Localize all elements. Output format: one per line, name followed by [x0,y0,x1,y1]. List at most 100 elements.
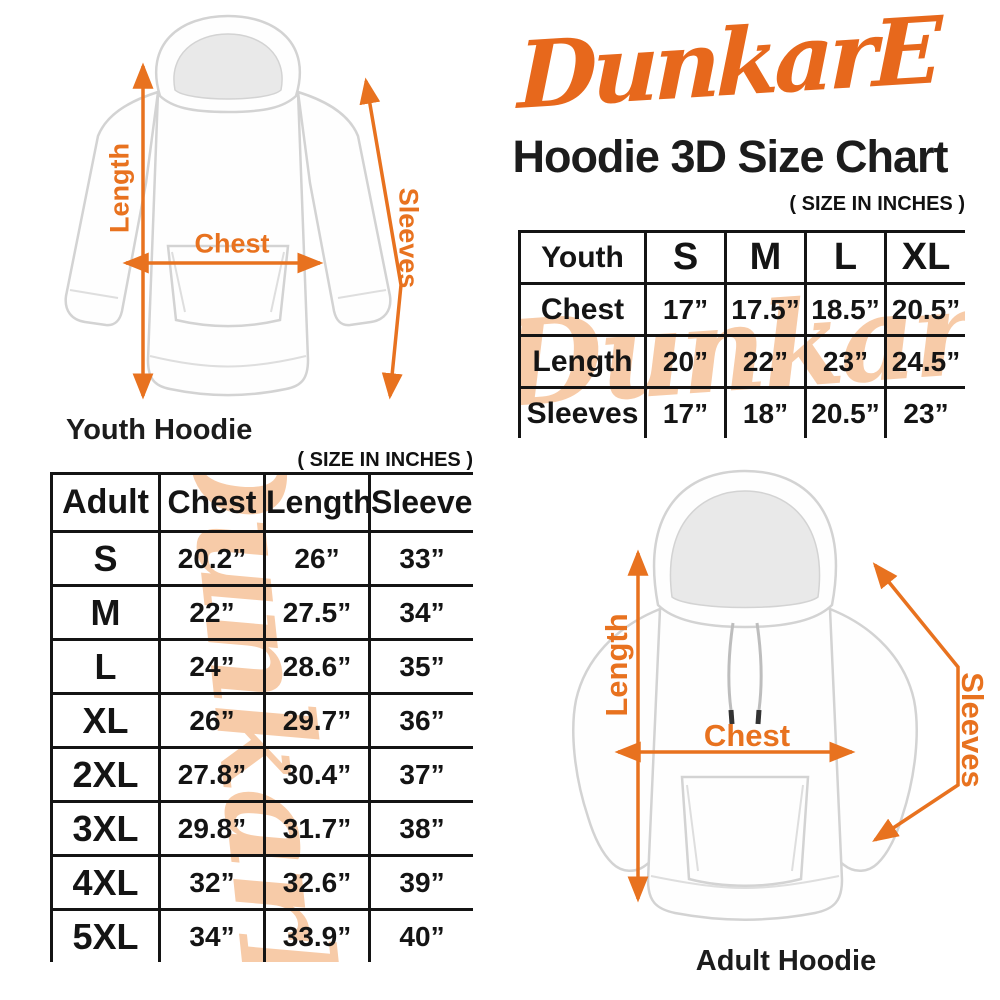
row-label: 4XL [50,854,161,911]
youth-length-label: Length [104,143,135,233]
table-cell: 20.5” [884,282,965,337]
table-cell: 20.5” [804,386,887,438]
adult-row-s: S 20.2” 26” 33” [50,530,473,587]
table-cell: 38” [368,800,473,857]
table-cell: 36” [368,692,473,749]
table-cell: 24.5” [884,334,965,389]
table-cell: 23” [884,386,965,438]
table-cell: 27.8” [158,746,266,803]
adult-drawstring-left [727,622,735,711]
youth-size-note: ( SIZE IN INCHES ) [789,193,965,215]
adult-col-chest: Chest [158,472,266,533]
youth-left-cuff-seam [69,289,119,299]
adult-hoodie-illustration [572,469,960,921]
table-cell: 32.6” [263,854,371,911]
adult-hem-seam [650,875,840,889]
table-cell: 35” [368,638,473,695]
row-label: Length [518,334,647,389]
table-cell: 26” [158,692,266,749]
adult-row-xl: XL 26” 29.7” 36” [50,692,473,749]
adult-size-note: ( SIZE IN INCHES ) [297,449,473,471]
youth-size-table: Youth S M L XL Chest 17” 17.5” 18.5” 20.… [518,230,965,438]
adult-drawstring-right [755,622,763,711]
page-title: Hoodie 3D Size Chart [512,131,948,182]
youth-length-row: Length 20” 22” 23” 24.5” [518,334,965,389]
adult-row-4xl: 4XL 32” 32.6” 39” [50,854,473,911]
row-label: XL [50,692,161,749]
adult-pocket-slit-right [791,784,804,872]
adult-hoodie-diagram: Length Chest Sleeves Adult Hoodie [490,455,1000,1000]
adult-col-length: Length [263,472,373,533]
brand-logo: DunkarE [517,0,938,130]
row-label: M [50,584,161,641]
youth-sleeves-row: Sleeves 17” 18” 20.5” 23” [518,386,965,438]
table-cell: 24” [158,638,266,695]
youth-right-sleeve [296,90,392,327]
table-cell: 30.4” [263,746,371,803]
adult-row-5xl: 5XL 34” 33.9” 40” [50,908,473,962]
adult-hood-opening [669,490,821,609]
adult-row-l: L 24” 28.6” 35” [50,638,473,695]
row-label: 2XL [50,746,161,803]
table-cell: 37” [368,746,473,803]
youth-size-col-xl: XL [884,230,965,285]
table-cell: 27.5” [263,584,371,641]
table-cell: 17” [644,386,727,438]
adult-table-header-row: Adult Chest Length Sleeves [50,472,473,533]
table-cell: 20.2” [158,530,266,587]
adult-hoodie-caption: Adult Hoodie [695,945,877,977]
table-cell: 34” [158,908,266,962]
youth-chest-label: Chest [194,228,270,259]
youth-size-col-l: L [804,230,887,285]
youth-hoodie-illustration [64,14,403,400]
table-cell: 33” [368,530,473,587]
table-cell: 22” [724,334,807,389]
youth-size-table-container: DunkarE Youth S M L XL Chest 17” 17.5” 1… [518,230,965,438]
adult-sleeves-label: Sleeves [955,672,990,788]
table-cell: 29.7” [263,692,371,749]
adult-aglet-left [728,709,735,725]
row-label: Chest [518,282,647,337]
table-cell: 18” [724,386,807,438]
adult-pocket [680,775,810,887]
adult-row-3xl: 3XL 29.8” 31.7” 38” [50,800,473,857]
adult-col-sleeves: Sleeves [368,472,473,533]
youth-hoodie-caption: Youth Hoodie [66,414,253,446]
youth-hood-opening [173,33,283,100]
youth-hoodie-diagram: Length Chest Sleeves Youth Hoodie [8,8,453,458]
row-label: 5XL [50,908,161,962]
adult-chest-label: Chest [703,718,791,753]
adult-size-table-container: DunkarE Adult Chest Length Sleeves S 20.… [50,472,473,962]
adult-aglet-right [755,709,762,725]
adult-size-table: Adult Chest Length Sleeves S 20.2” 26” 3… [50,472,473,962]
youth-hem-seam [149,355,307,368]
youth-sleeves-label: Sleeves [393,187,424,289]
table-cell: 28.6” [263,638,371,695]
table-cell: 26” [263,530,371,587]
adult-row-m: M 22” 27.5” 34” [50,584,473,641]
row-label: 3XL [50,800,161,857]
table-cell: 32” [158,854,266,911]
table-cell: 22” [158,584,266,641]
adult-pocket-slit-left [686,784,699,872]
table-cell: 18.5” [804,282,887,337]
table-cell: 29.8” [158,800,266,857]
table-cell: 20” [644,334,727,389]
table-cell: 23” [804,334,887,389]
adult-table-corner-cell: Adult [50,472,161,533]
row-label: Sleeves [518,386,647,438]
table-cell: 40” [368,908,473,962]
adult-length-label: Length [599,613,634,717]
row-label: S [50,530,161,587]
table-cell: 33.9” [263,908,371,962]
youth-chest-row: Chest 17” 17.5” 18.5” 20.5” [518,282,965,337]
adult-row-2xl: 2XL 27.8” 30.4” 37” [50,746,473,803]
youth-size-col-m: M [724,230,807,285]
row-label: L [50,638,161,695]
youth-table-header-row: Youth S M L XL [518,230,965,285]
youth-table-corner-cell: Youth [518,230,647,285]
youth-sleeves-arrow [359,77,403,400]
table-cell: 34” [368,584,473,641]
adult-sleeves-arrow [872,562,960,842]
